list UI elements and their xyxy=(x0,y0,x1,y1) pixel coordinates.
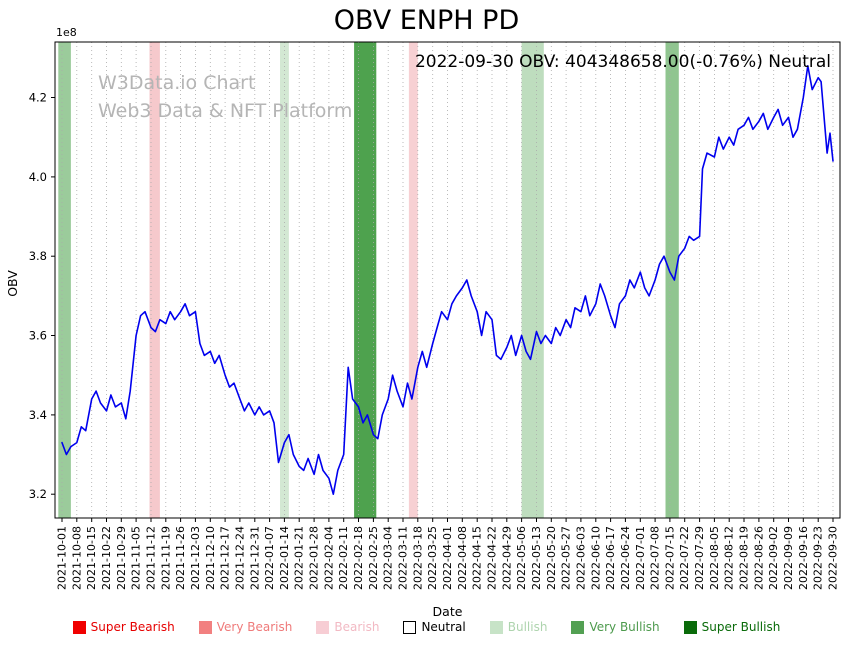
y-tick-label: 3.8 xyxy=(29,249,47,263)
x-tick-label: 2022-07-15 xyxy=(663,526,676,590)
y-axis-label: OBV xyxy=(4,270,20,297)
x-tick-label: 2022-09-30 xyxy=(827,526,840,590)
x-tick-label: 2022-02-11 xyxy=(337,526,350,590)
x-tick-label: 2022-07-08 xyxy=(649,526,662,590)
signal-band-bearish xyxy=(408,42,418,518)
legend-label: Bearish xyxy=(334,620,380,634)
signal-band-very-bullish xyxy=(665,42,679,518)
x-tick-label: 2022-03-18 xyxy=(411,526,424,590)
x-tick-label: 2022-01-21 xyxy=(293,526,306,590)
x-tick-label: 2022-02-25 xyxy=(367,526,380,590)
x-tick-label: 2021-11-19 xyxy=(159,526,172,590)
x-tick-label: 2022-06-24 xyxy=(619,526,632,590)
legend-label: Bullish xyxy=(507,620,548,634)
legend-swatch-icon xyxy=(316,620,330,634)
y-tick-label: 4.2 xyxy=(29,91,47,105)
legend-swatch-icon xyxy=(571,620,585,634)
x-tick-label: 2022-01-07 xyxy=(263,526,276,590)
x-tick-label: 2021-10-08 xyxy=(70,526,83,590)
x-tick-label: 2022-08-05 xyxy=(708,526,721,590)
chart-title: OBV ENPH PD xyxy=(333,5,520,36)
legend-swatch-icon xyxy=(403,620,417,634)
y-tick-label: 3.6 xyxy=(29,329,47,343)
x-tick-label: 2021-10-15 xyxy=(85,526,98,590)
legend-label: Very Bullish xyxy=(589,620,660,634)
x-tick-label: 2021-12-31 xyxy=(248,526,261,590)
x-tick-label: 2022-09-09 xyxy=(782,526,795,590)
x-tick-label: 2022-05-20 xyxy=(545,526,558,590)
signal-band-bullish xyxy=(280,42,289,518)
x-tick-label: 2021-12-17 xyxy=(219,526,232,590)
x-tick-label: 2022-09-02 xyxy=(767,526,780,590)
watermark: W3Data.io Chart Web3 Data & NFT Platform xyxy=(98,70,352,125)
legend-item-bearish: Bearish xyxy=(316,620,379,634)
legend-item-super-bullish: Super Bullish xyxy=(683,620,781,634)
x-tick-label: 2022-03-11 xyxy=(397,526,410,590)
y-tick-label: 3.2 xyxy=(29,487,47,501)
signal-band-very-bullish xyxy=(354,42,377,518)
legend-item-very-bullish: Very Bullish xyxy=(571,620,660,634)
signal-band-bullish xyxy=(521,42,544,518)
x-tick-label: 2022-04-15 xyxy=(471,526,484,590)
x-tick-label: 2021-11-12 xyxy=(145,526,158,590)
x-tick-label: 2022-05-27 xyxy=(560,526,573,590)
x-tick-label: 2022-09-16 xyxy=(797,526,810,590)
x-tick-label: 2022-08-12 xyxy=(723,526,736,590)
x-tick-label: 2021-12-10 xyxy=(204,526,217,590)
x-tick-label: 2022-06-10 xyxy=(589,526,602,590)
y-axis-multiplier-label: 1e8 xyxy=(56,26,77,39)
x-tick-label: 2022-03-04 xyxy=(382,526,395,590)
signal-band-very-bearish xyxy=(149,42,160,518)
x-tick-label: 2022-05-06 xyxy=(515,526,528,590)
x-tick-label: 2022-04-22 xyxy=(486,526,499,590)
latest-value-annotation: 2022-09-30 OBV: 404348658.00(-0.76%) Neu… xyxy=(414,52,831,72)
legend-label: Super Bearish xyxy=(90,620,175,634)
legend-swatch-icon xyxy=(72,620,86,634)
watermark-line2: Web3 Data & NFT Platform xyxy=(98,99,353,122)
legend-swatch-icon xyxy=(489,620,503,634)
watermark-line1: W3Data.io Chart xyxy=(98,72,256,94)
legend-item-super-bearish: Super Bearish xyxy=(72,620,175,634)
x-tick-label: 2022-02-04 xyxy=(322,526,335,590)
legend-swatch-icon xyxy=(683,620,697,634)
x-tick-label: 2022-06-03 xyxy=(574,526,587,590)
legend-label: Neutral xyxy=(421,620,466,634)
x-tick-label: 2021-12-03 xyxy=(189,526,202,590)
x-tick-label: 2022-03-25 xyxy=(426,526,439,590)
signal-band-very-bullish xyxy=(58,42,71,518)
x-tick-label: 2022-08-19 xyxy=(738,526,751,590)
x-tick-label: 2021-10-22 xyxy=(100,526,113,590)
legend-label: Very Bearish xyxy=(216,620,293,634)
legend-item-very-bearish: Very Bearish xyxy=(198,620,293,634)
x-tick-label: 2022-07-01 xyxy=(634,526,647,590)
x-tick-label: 2022-02-18 xyxy=(352,526,365,590)
x-tick-label: 2022-01-14 xyxy=(278,526,291,590)
y-tick-label: 4.0 xyxy=(29,170,47,184)
x-tick-label: 2022-09-23 xyxy=(812,526,825,590)
x-tick-label: 2022-04-29 xyxy=(500,526,513,590)
x-tick-label: 2021-12-24 xyxy=(233,526,246,590)
obv-line xyxy=(61,65,834,496)
x-tick-label: 2021-10-29 xyxy=(115,526,128,590)
x-tick-label: 2022-04-01 xyxy=(441,526,454,590)
x-tick-label: 2022-06-17 xyxy=(604,526,617,590)
x-tick-label: 2022-07-22 xyxy=(678,526,691,590)
legend-item-bullish: Bullish xyxy=(489,620,548,634)
x-tick-label: 2021-11-05 xyxy=(130,526,143,590)
legend-label: Super Bullish xyxy=(701,620,781,634)
x-tick-label: 2022-08-26 xyxy=(752,526,765,590)
x-tick-label: 2022-05-13 xyxy=(530,526,543,590)
y-tick-label: 3.4 xyxy=(29,408,47,422)
x-tick-label: 2022-04-08 xyxy=(456,526,469,590)
legend-swatch-icon xyxy=(198,620,212,634)
signal-legend: Super Bearish Very Bearish Bearish Neutral B… xyxy=(0,620,853,634)
x-tick-label: 2022-07-29 xyxy=(693,526,706,590)
x-axis-label: Date xyxy=(432,604,463,619)
x-tick-label: 2022-01-28 xyxy=(308,526,321,590)
x-tick-label: 2021-11-26 xyxy=(174,526,187,590)
legend-item-neutral: Neutral xyxy=(403,620,466,634)
x-tick-label: 2021-10-01 xyxy=(56,526,69,590)
